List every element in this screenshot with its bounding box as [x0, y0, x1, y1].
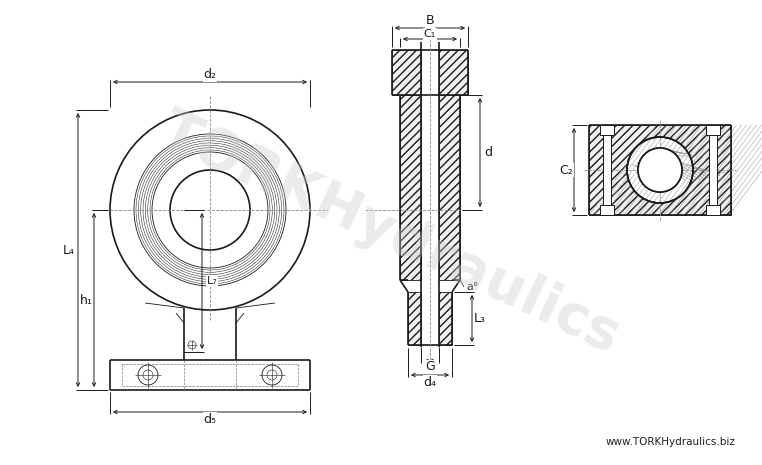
- Text: TORKHydraulics: TORKHydraulics: [152, 103, 629, 363]
- Polygon shape: [400, 95, 421, 280]
- Polygon shape: [439, 292, 452, 345]
- Bar: [709, 129, 717, 211]
- Text: C₂: C₂: [559, 164, 573, 177]
- Text: a°: a°: [466, 282, 479, 292]
- Bar: [600, 125, 614, 135]
- Text: G: G: [425, 360, 435, 373]
- Text: www.TORKHydraulics.biz: www.TORKHydraulics.biz: [605, 437, 735, 447]
- Polygon shape: [392, 50, 421, 95]
- Text: L₇: L₇: [207, 276, 217, 286]
- Text: d₅: d₅: [203, 412, 216, 425]
- Text: L₄: L₄: [63, 244, 75, 257]
- Polygon shape: [408, 292, 421, 345]
- Text: d₄: d₄: [424, 376, 437, 388]
- Bar: [706, 125, 720, 135]
- Polygon shape: [439, 95, 460, 280]
- Text: d₂: d₂: [203, 68, 216, 81]
- Bar: [600, 205, 614, 215]
- Circle shape: [627, 137, 693, 203]
- Circle shape: [638, 148, 682, 192]
- Text: B: B: [426, 14, 434, 27]
- Text: h₁: h₁: [79, 293, 92, 306]
- Polygon shape: [439, 50, 468, 95]
- Bar: [603, 129, 611, 211]
- Polygon shape: [589, 125, 731, 215]
- Text: C₁: C₁: [424, 29, 436, 39]
- Bar: [706, 205, 720, 215]
- Text: L₃: L₃: [474, 312, 486, 325]
- Text: d: d: [484, 146, 492, 159]
